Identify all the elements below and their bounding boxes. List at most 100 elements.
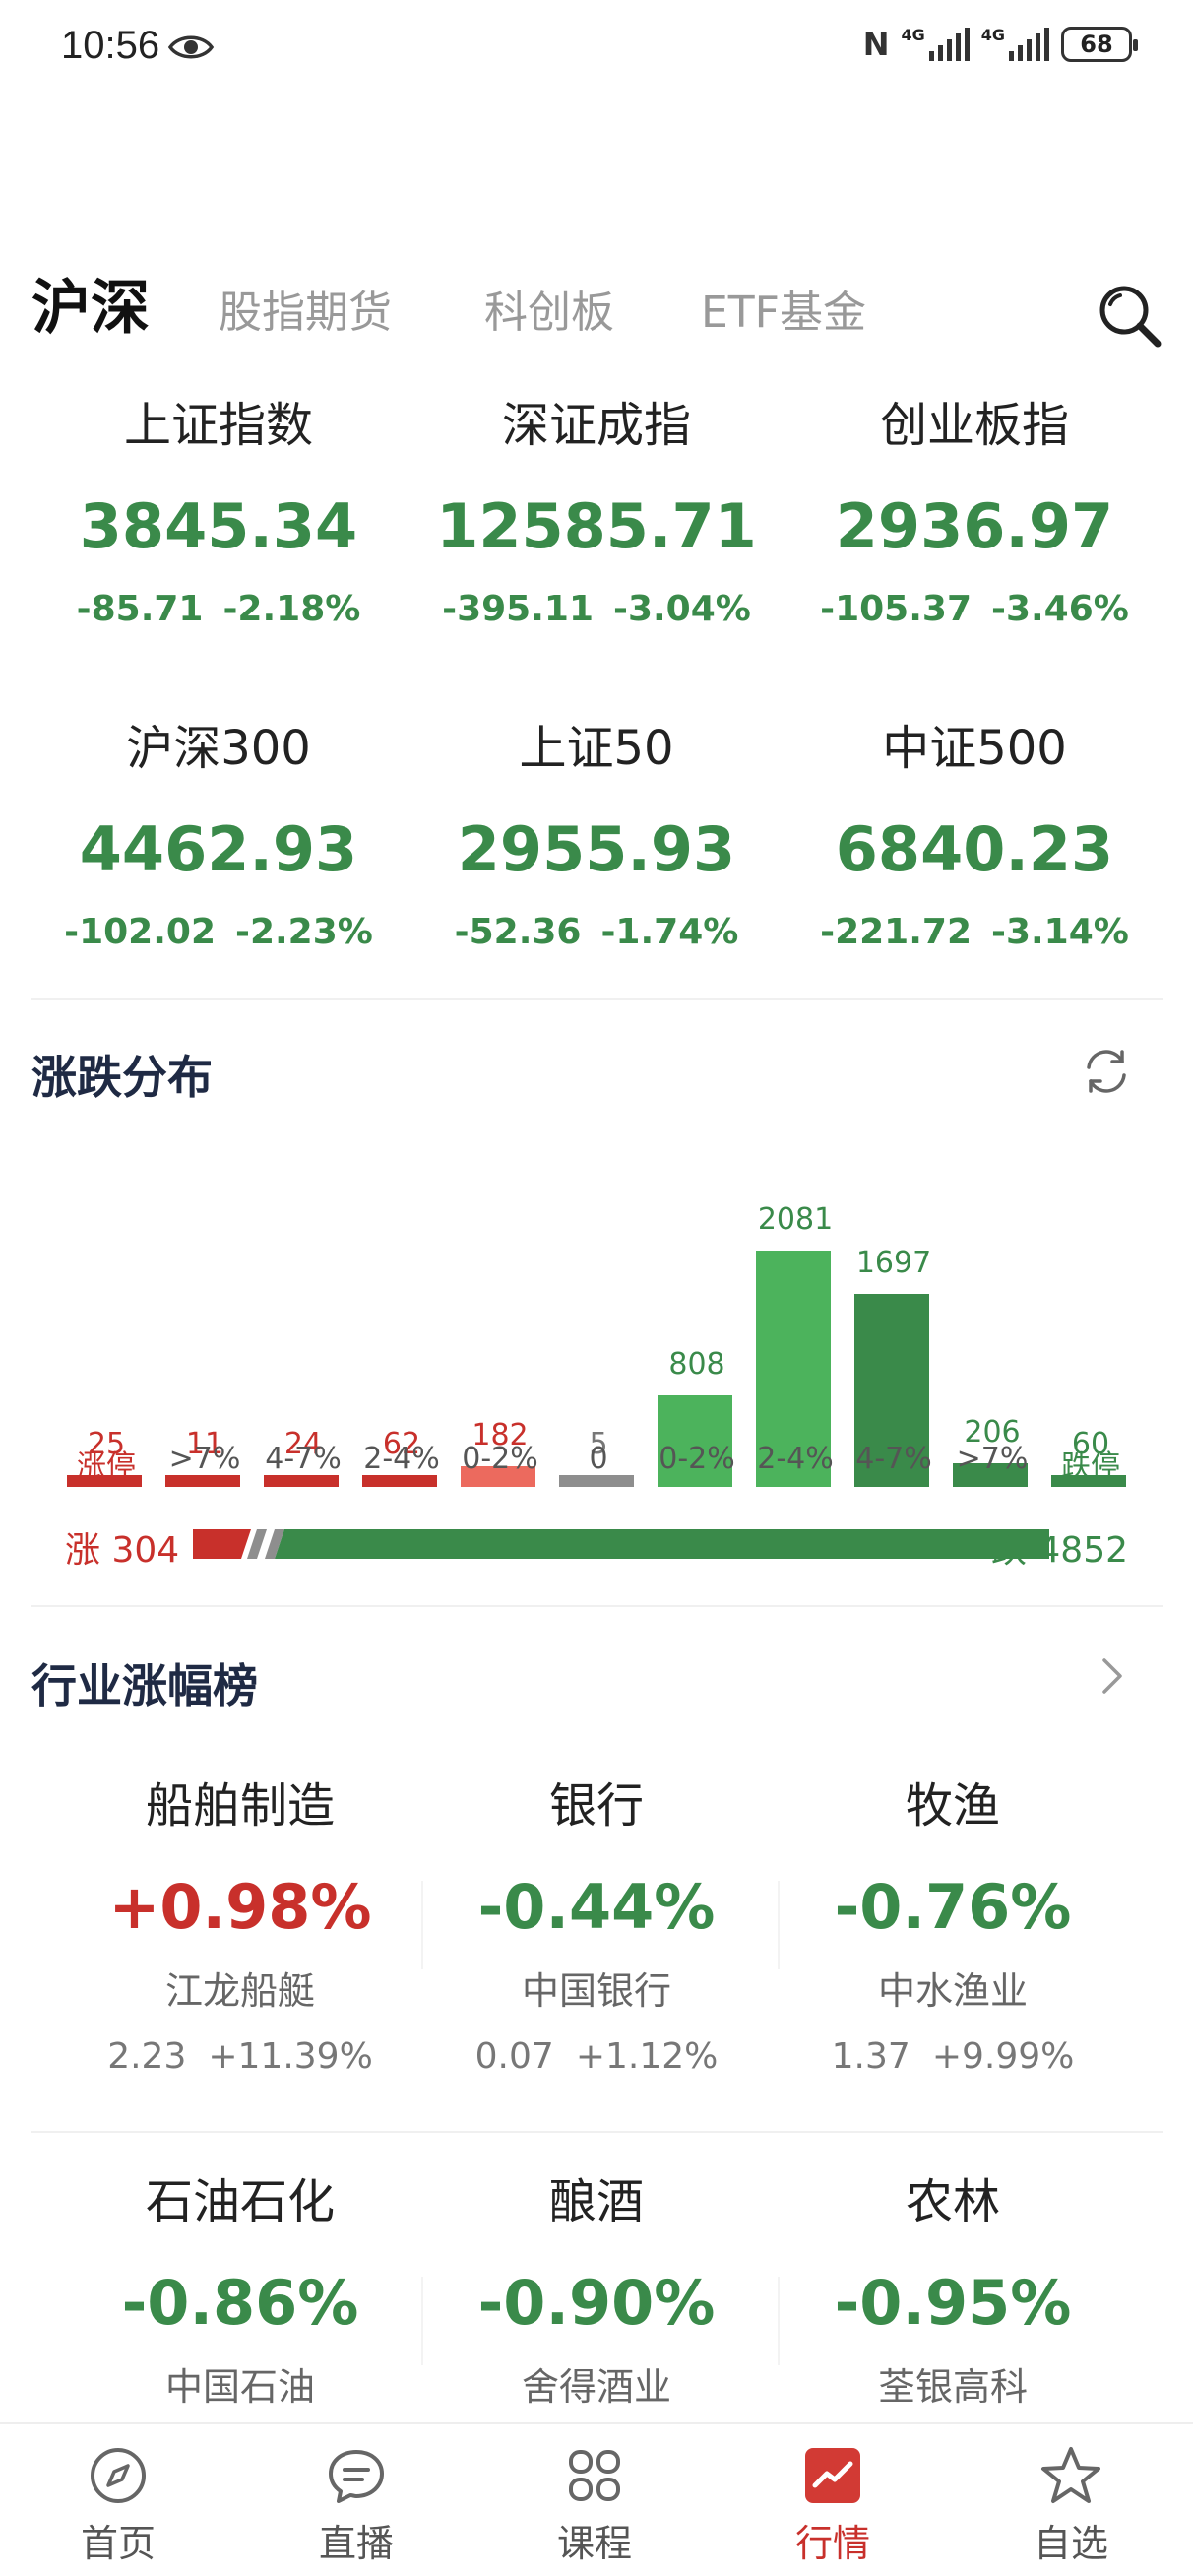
eye-icon xyxy=(167,35,215,59)
index-value: 4462.93 xyxy=(79,813,358,885)
divider xyxy=(31,998,1163,1000)
distribution-label: 0-2% xyxy=(462,1442,538,1476)
leading-stock: 中国银行 xyxy=(521,1969,671,2013)
distribution-bar xyxy=(264,1475,339,1487)
distribution-count: 60 xyxy=(1071,1427,1110,1461)
index-name: 沪深300 xyxy=(126,721,311,776)
industry-name: 牧渔 xyxy=(905,1778,1000,1834)
distribution-bar xyxy=(67,1475,142,1487)
nfc-icon: N xyxy=(862,26,890,63)
index-change: -221.72 -3.14% xyxy=(820,912,1129,952)
down-count: 跌 4852 xyxy=(990,1530,1128,1571)
chart-icon xyxy=(805,2448,860,2503)
industry-card[interactable]: 农林 -0.95% 荃银高科 xyxy=(776,2172,1130,2411)
index-card[interactable]: 创业板指 2936.97 -105.37 -3.46% xyxy=(787,396,1162,629)
leading-stock-quote: 0.07 +1.12% xyxy=(474,2036,719,2077)
nav-market[interactable]: 行情 xyxy=(754,2444,911,2567)
column-separator xyxy=(778,1881,780,1969)
tab-index-futures[interactable]: 股指期货 xyxy=(219,288,392,338)
distribution-title: 涨跌分布 xyxy=(31,1051,213,1104)
index-name: 上证指数 xyxy=(123,398,313,453)
index-card[interactable]: 上证指数 3845.34 -85.71 -2.18% xyxy=(31,396,406,629)
industry-card[interactable]: 牧渔 -0.76% 中水渔业 1.37 +9.99% xyxy=(776,1776,1130,2077)
ratio-down-segment xyxy=(275,1529,1049,1559)
industry-name: 农林 xyxy=(905,2174,1000,2229)
distribution-bar xyxy=(461,1466,535,1487)
up-down-ratio: 涨 304 跌 4852 xyxy=(65,1521,1128,1571)
index-name: 上证50 xyxy=(519,721,674,776)
industry-title: 行业涨幅榜 xyxy=(31,1659,258,1712)
distribution-bar xyxy=(559,1475,634,1487)
index-change: -52.36 -1.74% xyxy=(454,912,739,952)
distribution-count: 206 xyxy=(964,1415,1021,1449)
bottom-nav: 首页 直播 课程 行情 自选 xyxy=(0,2422,1193,2576)
ratio-bar xyxy=(193,1529,1049,1559)
nav-live[interactable]: 直播 xyxy=(278,2444,435,2567)
industry-card[interactable]: 石油石化 -0.86% 中国石油 xyxy=(63,2172,417,2411)
distribution-column: 182 xyxy=(461,1132,539,1487)
tab-etf[interactable]: ETF基金 xyxy=(701,288,866,338)
index-card[interactable]: 沪深300 4462.93 -102.02 -2.23% xyxy=(31,719,406,952)
distribution-label: 涨停 xyxy=(77,1449,136,1484)
leading-stock-quote: 2.23 +11.39% xyxy=(107,2036,373,2077)
distribution-bar xyxy=(362,1475,437,1487)
distribution-chart: 25 11 24 62 182 5 808 2081 1697 206 60 xyxy=(59,1132,1142,1487)
index-change: -85.71 -2.18% xyxy=(76,589,361,629)
distribution-count: 182 xyxy=(471,1418,529,1452)
leading-stock: 江龙船艇 xyxy=(164,1969,315,2013)
column-separator xyxy=(421,1881,423,1969)
nav-home[interactable]: 首页 xyxy=(39,2444,197,2567)
tab-hushen[interactable]: 沪深 xyxy=(31,274,150,343)
industry-card[interactable]: 银行 -0.44% 中国银行 0.07 +1.12% xyxy=(419,1776,774,2077)
distribution-label: 2-4% xyxy=(757,1442,834,1476)
search-icon[interactable] xyxy=(1097,283,1163,350)
industry-pct: -0.76% xyxy=(834,1871,1072,1943)
distribution-column: 11 xyxy=(165,1132,244,1487)
distribution-count: 5 xyxy=(589,1427,608,1461)
distribution-bar xyxy=(165,1475,240,1487)
index-card[interactable]: 深证成指 12585.71 -395.11 -3.04% xyxy=(409,396,784,629)
status-bar: 10:56 N 4G 4G 68 xyxy=(0,0,1193,98)
distribution-column: 2081 xyxy=(756,1132,835,1487)
leading-stock-quote: 1.37 +9.99% xyxy=(831,2036,1075,2077)
distribution-bar xyxy=(756,1251,831,1487)
index-card[interactable]: 中证500 6840.23 -221.72 -3.14% xyxy=(787,719,1162,952)
compass-icon xyxy=(91,2448,146,2503)
industry-name: 酿酒 xyxy=(548,2174,644,2229)
up-count: 涨 304 xyxy=(65,1530,180,1571)
index-value: 6840.23 xyxy=(835,813,1114,885)
signal-icon-2: 4G xyxy=(981,28,1049,61)
distribution-label: 跌停 xyxy=(1061,1449,1120,1484)
industry-pct: -0.90% xyxy=(477,2267,716,2339)
distribution-column: 24 xyxy=(264,1132,343,1487)
ratio-up-segment xyxy=(193,1529,251,1559)
status-time: 10:56 xyxy=(61,24,160,67)
chat-icon xyxy=(329,2450,384,2503)
battery-icon: 68 xyxy=(1061,27,1138,62)
index-card[interactable]: 上证50 2955.93 -52.36 -1.74% xyxy=(409,719,784,952)
grid-icon xyxy=(569,2450,620,2501)
distribution-count: 1697 xyxy=(855,1246,932,1280)
index-change: -105.37 -3.46% xyxy=(820,589,1129,629)
tab-star-market[interactable]: 科创板 xyxy=(484,288,614,338)
distribution-column: 25 xyxy=(67,1132,146,1487)
distribution-column: 808 xyxy=(658,1132,736,1487)
industry-card[interactable]: 酿酒 -0.90% 舍得酒业 xyxy=(419,2172,774,2411)
index-value: 2955.93 xyxy=(457,813,736,885)
nav-watchlist[interactable]: 自选 xyxy=(992,2444,1150,2567)
leading-stock: 中水渔业 xyxy=(877,1969,1028,2013)
distribution-bar xyxy=(1051,1475,1126,1487)
nav-courses[interactable]: 课程 xyxy=(516,2444,673,2567)
industry-card[interactable]: 船舶制造 +0.98% 江龙船艇 2.23 +11.39% xyxy=(63,1776,417,2077)
divider xyxy=(31,2131,1163,2133)
chevron-right-icon[interactable] xyxy=(1095,1654,1130,1698)
signal-icon-1: 4G xyxy=(901,28,970,61)
industry-pct: -0.86% xyxy=(121,2267,359,2339)
column-separator xyxy=(778,2277,780,2365)
index-name: 创业板指 xyxy=(879,398,1069,453)
distribution-label: 2-4% xyxy=(363,1442,440,1476)
distribution-label: >7% xyxy=(956,1442,1029,1476)
refresh-icon[interactable] xyxy=(1079,1044,1134,1099)
distribution-column: 1697 xyxy=(854,1132,933,1487)
index-name: 中证500 xyxy=(882,721,1067,776)
